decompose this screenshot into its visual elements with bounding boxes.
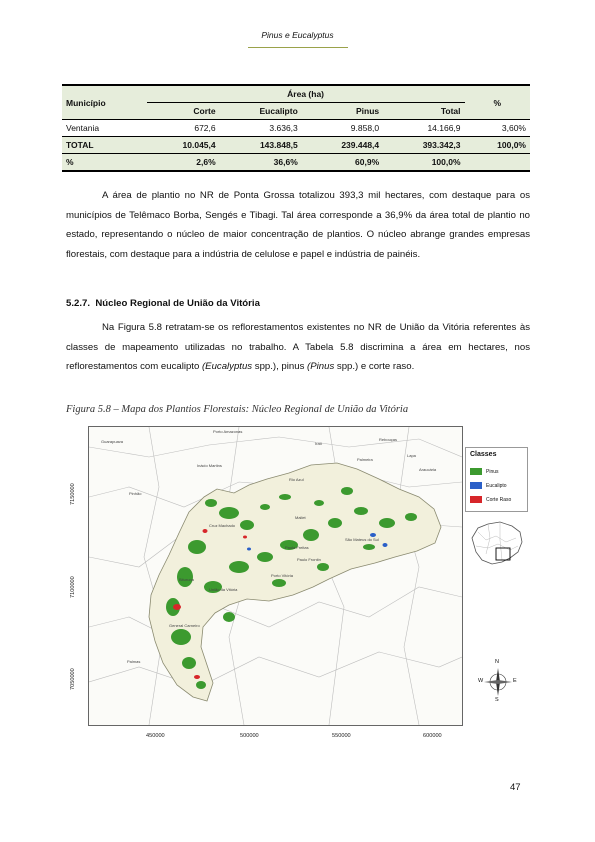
- col-pct: %: [464, 84, 530, 120]
- area-table: Município Área (ha) % Corte Eucalipto Pi…: [62, 84, 530, 172]
- p2-eucalyptus: (Eucalyptus: [201, 361, 253, 372]
- x-tick: 450000: [146, 733, 165, 739]
- place-label: Rebouças: [379, 437, 398, 442]
- paragraph-ponta-grossa: A área de plantio no NR de Ponta Grossa …: [66, 190, 530, 260]
- cell: 672,6: [194, 123, 216, 133]
- x-tick: 500000: [240, 733, 259, 739]
- header-conj: e: [282, 30, 293, 40]
- place-label: Guarapuava: [101, 439, 124, 444]
- place-label: Pinhão: [129, 491, 142, 496]
- place-label: São Mateus do Sul: [345, 537, 379, 542]
- place-label: Palmas: [127, 659, 141, 664]
- cell: 100,0%: [383, 153, 465, 172]
- compass-rose-icon: N S E W: [478, 658, 518, 704]
- p2-pinus: (Pinus: [307, 361, 335, 372]
- section-number: 5.2.7.: [66, 298, 91, 309]
- cell: 143.848,5: [219, 136, 302, 154]
- place-label: Araucária: [419, 467, 437, 472]
- place-label: Irati: [315, 441, 322, 446]
- cell: 36,6%: [219, 153, 302, 172]
- cell: 3,60%: [501, 123, 526, 133]
- col-corte: Corte: [146, 102, 220, 120]
- table-row: Ventania 672,6 3.636,3 9.858,0 14.166,9 …: [62, 120, 530, 137]
- x-tick: 550000: [332, 733, 351, 739]
- map-svg: [89, 427, 462, 725]
- col-municipio: Município: [62, 84, 147, 120]
- header-rule: [248, 47, 348, 48]
- paragraph-uniao-vitoria: Na Figura 5.8 retratam-se os reflorestam…: [66, 318, 530, 377]
- table-row-pct: % 2,6% 36,6% 60,9% 100,0%: [62, 153, 530, 172]
- col-eucalipto: Eucalipto: [219, 102, 302, 120]
- place-label: Porto Vitória: [271, 573, 293, 578]
- legend-title: Classes: [470, 451, 497, 458]
- corte-raso-patches: [173, 529, 247, 679]
- place-label: Porto Amazonas: [213, 429, 243, 434]
- place-label: Palmeira: [357, 457, 373, 462]
- cell: 100,0%: [464, 136, 530, 154]
- legend-swatch-corte-raso: [470, 496, 482, 503]
- compass-n: N: [495, 659, 499, 665]
- col-total: Total: [383, 102, 465, 120]
- legend-swatch-eucalipto: [470, 482, 482, 489]
- cell: 393.342,3: [383, 136, 465, 154]
- place-label: Cruz Machado: [209, 523, 236, 528]
- section-heading: 5.2.7. Núcleo Regional de União da Vitór…: [66, 298, 260, 309]
- legend-label-eucalipto: Eucalipto: [486, 483, 507, 489]
- cell: 14.166,9: [427, 123, 461, 133]
- place-label: Paulo Frontin: [297, 557, 321, 562]
- header-eucalyptus: Eucalyptus: [292, 30, 334, 40]
- pinus-patches: [166, 487, 417, 689]
- cell: 10.045,4: [146, 136, 220, 154]
- col-area: Área (ha): [146, 84, 465, 103]
- compass-s: S: [495, 697, 499, 703]
- row-label: Ventania: [66, 123, 100, 133]
- compass-w: W: [478, 678, 484, 684]
- forest-map: Porto Amazonas Guarapuava Irati Rebouças…: [88, 426, 463, 726]
- place-label: General Carneiro: [169, 623, 200, 628]
- row-label: %: [62, 153, 147, 172]
- legend-swatch-pinus: [470, 468, 482, 475]
- region-outline: [148, 462, 442, 702]
- place-label: Paula Freitas: [285, 545, 309, 550]
- legend-label-pinus: Pinus: [486, 469, 499, 475]
- cell: [464, 153, 530, 172]
- figure-caption: Figura 5.8 – Mapa dos Plantios Florestai…: [66, 404, 409, 415]
- section-title: Núcleo Regional de União da Vitória: [95, 298, 260, 309]
- page-number: 47: [510, 782, 521, 793]
- p2-text: spp.), pinus: [252, 361, 308, 372]
- place-label: Inácio Martins: [197, 463, 222, 468]
- x-tick: 600000: [423, 733, 442, 739]
- p2-text: spp.) e corte raso.: [334, 361, 415, 372]
- y-tick: 7150000: [70, 483, 76, 505]
- map-legend: Classes Pinus Eucalipto Corte Raso: [465, 447, 528, 512]
- col-pinus: Pinus: [301, 102, 384, 120]
- place-label: Bituruna: [179, 577, 194, 582]
- place-label: Mallet: [295, 515, 306, 520]
- compass-e: E: [513, 678, 517, 684]
- row-label: TOTAL: [62, 136, 147, 154]
- running-header: Pinus e Eucalyptus: [0, 30, 595, 40]
- inset-state-map: [466, 518, 526, 572]
- y-tick: 7100000: [70, 576, 76, 598]
- table-row-total: TOTAL 10.045,4 143.848,5 239.448,4 393.3…: [62, 136, 530, 154]
- place-label: União da Vitória: [209, 587, 238, 592]
- cell: 239.448,4: [301, 136, 384, 154]
- place-label: Lapa: [407, 453, 416, 458]
- cell: 2,6%: [146, 153, 220, 172]
- p2-text: Na Figura 5.8 retratam-se os reflorestam…: [66, 322, 530, 372]
- cell: 9.858,0: [350, 123, 380, 133]
- place-label: Rio Azul: [289, 477, 304, 482]
- y-tick: 7050000: [70, 668, 76, 690]
- eucalipto-patches: [247, 533, 388, 551]
- cell: 3.636,3: [269, 123, 298, 133]
- header-pinus: Pinus: [261, 30, 283, 40]
- legend-label-corte-raso: Corte Raso: [486, 497, 512, 503]
- cell: 60,9%: [301, 153, 384, 172]
